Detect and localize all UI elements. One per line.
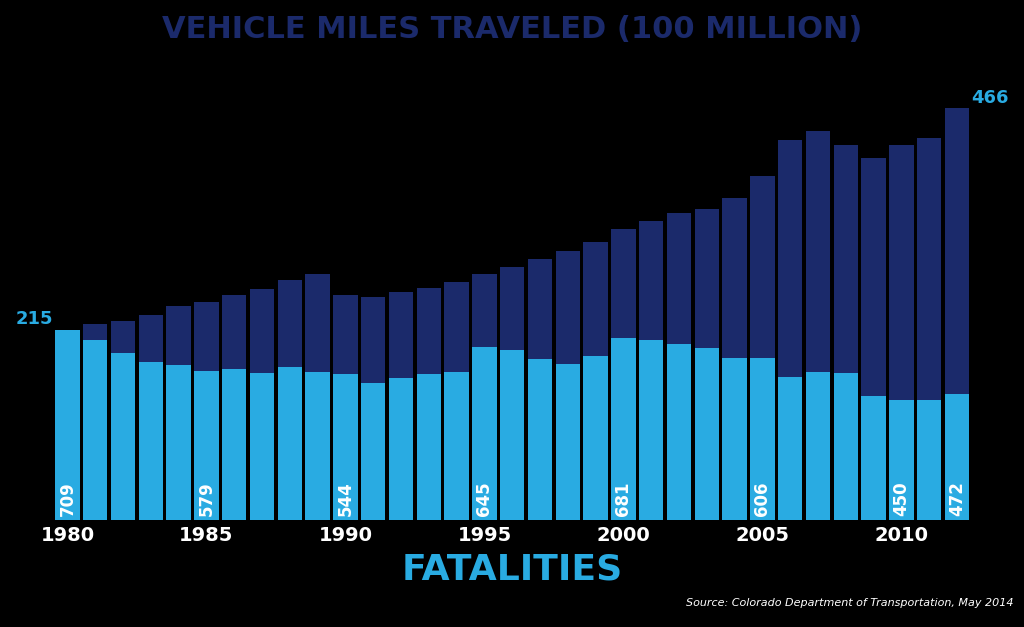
Bar <box>472 275 497 347</box>
Bar <box>694 209 719 347</box>
Bar <box>527 260 552 359</box>
Bar <box>361 382 385 520</box>
Bar <box>361 297 385 382</box>
Bar <box>945 394 970 520</box>
Bar <box>639 221 664 340</box>
Bar <box>138 315 163 362</box>
X-axis label: FATALITIES: FATALITIES <box>401 553 623 587</box>
Bar <box>806 372 830 520</box>
Text: 544: 544 <box>337 482 354 517</box>
Bar <box>556 251 580 364</box>
Bar <box>584 356 608 520</box>
Bar <box>778 140 803 377</box>
Bar <box>611 229 636 338</box>
Bar <box>167 306 190 365</box>
Bar <box>305 372 330 520</box>
Bar <box>83 340 108 520</box>
Bar <box>222 369 247 520</box>
Bar <box>667 344 691 520</box>
Bar <box>333 295 357 374</box>
Text: 450: 450 <box>892 482 910 517</box>
Bar <box>278 367 302 520</box>
Bar <box>305 275 330 372</box>
Bar <box>500 350 524 520</box>
Bar <box>722 358 746 520</box>
Bar <box>111 321 135 353</box>
Bar <box>667 213 691 344</box>
Text: Source: Colorado Department of Transportation, May 2014: Source: Colorado Department of Transport… <box>686 598 1014 608</box>
Bar <box>417 374 441 520</box>
Bar <box>250 373 274 520</box>
Title: VEHICLE MILES TRAVELED (100 MILLION): VEHICLE MILES TRAVELED (100 MILLION) <box>162 15 862 44</box>
Bar <box>916 401 941 520</box>
Bar <box>250 288 274 373</box>
Text: 472: 472 <box>948 482 966 517</box>
Bar <box>195 371 219 520</box>
Bar <box>333 374 357 520</box>
Bar <box>138 362 163 520</box>
Bar <box>945 108 970 394</box>
Bar <box>889 145 913 399</box>
Bar <box>584 242 608 356</box>
Bar <box>778 377 803 520</box>
Bar <box>500 266 524 350</box>
Bar <box>834 373 858 520</box>
Bar <box>861 158 886 396</box>
Bar <box>722 198 746 358</box>
Bar <box>222 295 247 369</box>
Bar <box>111 353 135 520</box>
Text: 215: 215 <box>15 310 53 329</box>
Bar <box>389 292 414 378</box>
Bar <box>55 330 80 520</box>
Bar <box>167 365 190 520</box>
Bar <box>889 399 913 520</box>
Bar <box>861 396 886 520</box>
Bar <box>751 358 774 520</box>
Bar <box>389 378 414 520</box>
Bar <box>83 324 108 340</box>
Bar <box>195 302 219 371</box>
Bar <box>556 364 580 520</box>
Bar <box>806 132 830 372</box>
Bar <box>611 338 636 520</box>
Bar <box>916 139 941 401</box>
Bar <box>472 347 497 520</box>
Text: 709: 709 <box>58 482 77 517</box>
Bar <box>751 176 774 358</box>
Bar <box>444 282 469 372</box>
Text: 645: 645 <box>475 482 494 517</box>
Text: 579: 579 <box>198 482 215 517</box>
Bar <box>527 359 552 520</box>
Bar <box>639 340 664 520</box>
Bar <box>444 372 469 520</box>
Text: 466: 466 <box>971 88 1009 107</box>
Bar <box>278 280 302 367</box>
Bar <box>694 347 719 520</box>
Text: 606: 606 <box>754 482 771 517</box>
Bar <box>417 288 441 374</box>
Text: 681: 681 <box>614 482 633 517</box>
Bar <box>834 145 858 373</box>
